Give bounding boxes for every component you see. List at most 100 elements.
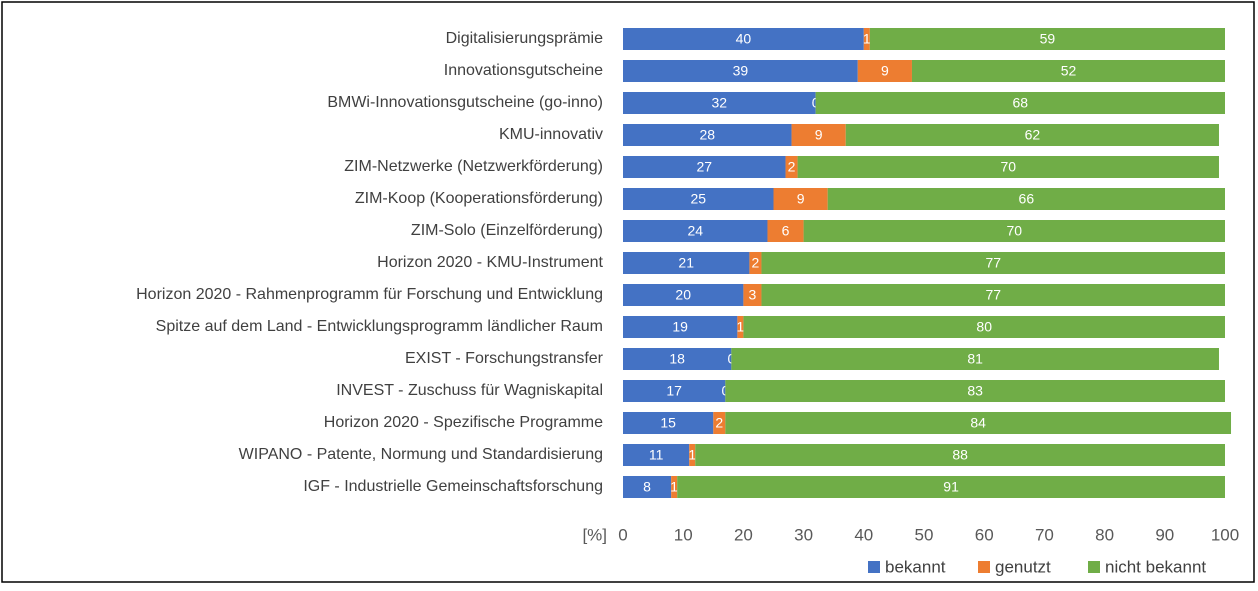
bar-segment bbox=[623, 92, 816, 114]
bar-segment bbox=[623, 412, 714, 434]
bar-segment bbox=[623, 60, 858, 82]
category-label: ZIM-Solo (Einzelförderung) bbox=[411, 222, 603, 239]
bar-segment bbox=[803, 220, 1225, 242]
data-label: 80 bbox=[976, 319, 992, 335]
data-label: 70 bbox=[1007, 223, 1023, 239]
bar-segment bbox=[623, 348, 732, 370]
bar-segment bbox=[695, 444, 1225, 466]
category-label: ZIM-Netzwerke (Netzwerkförderung) bbox=[344, 158, 603, 175]
bar-segment bbox=[767, 220, 804, 242]
data-label: 77 bbox=[985, 287, 1001, 303]
x-tick-label: 80 bbox=[1095, 525, 1114, 544]
bar-segment bbox=[743, 284, 762, 306]
bar-segment bbox=[725, 380, 1225, 402]
category-label: Horizon 2020 - Spezifische Programme bbox=[324, 414, 603, 431]
data-label: 88 bbox=[952, 447, 968, 463]
bar-segment bbox=[815, 92, 1225, 114]
bar-segment bbox=[623, 316, 738, 338]
legend-swatch bbox=[868, 561, 880, 573]
category-label: EXIST - Forschungstransfer bbox=[405, 350, 604, 367]
bar-segment bbox=[827, 188, 1225, 210]
bar-segment bbox=[623, 284, 744, 306]
bar-segment bbox=[791, 124, 846, 146]
data-label: 6 bbox=[782, 223, 790, 239]
data-label: 2 bbox=[788, 159, 796, 175]
data-label: 19 bbox=[672, 319, 688, 335]
data-label: 70 bbox=[1000, 159, 1016, 175]
category-label: ZIM-Koop (Kooperationsförderung) bbox=[355, 190, 603, 207]
legend-label: genutzt bbox=[995, 557, 1051, 576]
category-label: Horizon 2020 - KMU-Instrument bbox=[377, 254, 603, 271]
bar-segment bbox=[623, 220, 768, 242]
data-label: 15 bbox=[660, 415, 676, 431]
bar-segment bbox=[773, 188, 828, 210]
data-label: 1 bbox=[670, 479, 678, 495]
bar-segment bbox=[749, 252, 762, 274]
x-tick-label: 30 bbox=[794, 525, 813, 544]
data-label: 83 bbox=[967, 383, 983, 399]
bar-segment bbox=[671, 476, 678, 498]
data-label: 18 bbox=[669, 351, 685, 367]
data-label: 81 bbox=[967, 351, 983, 367]
data-label: 66 bbox=[1019, 191, 1035, 207]
bar-segment bbox=[857, 60, 912, 82]
data-label: 28 bbox=[699, 127, 715, 143]
data-label: 1 bbox=[736, 319, 744, 335]
bar-segment bbox=[677, 476, 1225, 498]
bar-segment bbox=[863, 28, 870, 50]
category-label: IGF - Industrielle Gemeinschaftsforschun… bbox=[303, 478, 603, 495]
legend-swatch bbox=[978, 561, 990, 573]
data-label: 91 bbox=[943, 479, 959, 495]
data-label: 59 bbox=[1040, 31, 1056, 47]
bar-segment bbox=[797, 156, 1219, 178]
bar-segment bbox=[737, 316, 744, 338]
bar-segment bbox=[623, 156, 786, 178]
bar-segment bbox=[845, 124, 1219, 146]
data-label: 9 bbox=[881, 63, 889, 79]
bar-segment bbox=[623, 188, 774, 210]
x-tick-label: 20 bbox=[734, 525, 753, 544]
bar-segment bbox=[623, 252, 750, 274]
data-label: 52 bbox=[1061, 63, 1077, 79]
bar-segment bbox=[761, 252, 1225, 274]
bar-segment bbox=[623, 444, 690, 466]
data-label: 2 bbox=[715, 415, 723, 431]
x-tick-label: 70 bbox=[1035, 525, 1054, 544]
bar-segment bbox=[623, 28, 864, 50]
data-label: 20 bbox=[675, 287, 691, 303]
category-label: BMWi-Innovationsgutscheine (go-inno) bbox=[327, 94, 603, 111]
bar-segment bbox=[761, 284, 1225, 306]
data-label: 1 bbox=[688, 447, 696, 463]
bar-segment bbox=[623, 380, 726, 402]
bar-segment bbox=[623, 476, 672, 498]
data-label: 25 bbox=[690, 191, 706, 207]
data-label: 8 bbox=[643, 479, 651, 495]
data-label: 24 bbox=[687, 223, 703, 239]
x-tick-label: 50 bbox=[915, 525, 934, 544]
bar-segment bbox=[731, 348, 1219, 370]
legend-swatch bbox=[1088, 561, 1100, 573]
data-label: 17 bbox=[666, 383, 682, 399]
category-label: Horizon 2020 - Rahmenprogramm für Forsch… bbox=[136, 286, 603, 303]
bar-segment bbox=[785, 156, 798, 178]
data-label: 39 bbox=[733, 63, 749, 79]
category-label: Innovationsgutscheine bbox=[444, 62, 603, 79]
bar-segment bbox=[911, 60, 1225, 82]
category-label: Digitalisierungsprämie bbox=[446, 30, 604, 47]
category-label: KMU-innovativ bbox=[499, 126, 603, 143]
category-label: INVEST - Zuschuss für Wagniskapital bbox=[336, 382, 603, 399]
x-tick-label: 0 bbox=[618, 525, 627, 544]
bar-segment bbox=[623, 124, 792, 146]
bar-segment bbox=[743, 316, 1225, 338]
x-tick-label: 100 bbox=[1211, 525, 1239, 544]
data-label: 9 bbox=[797, 191, 805, 207]
bar-segment bbox=[725, 412, 1232, 434]
x-tick-label: 40 bbox=[854, 525, 873, 544]
data-label: 27 bbox=[696, 159, 712, 175]
bar-segment bbox=[869, 28, 1225, 50]
category-label: WIPANO - Patente, Normung und Standardis… bbox=[239, 446, 603, 463]
legend-label: nicht bekannt bbox=[1105, 557, 1206, 576]
data-label: 1 bbox=[863, 31, 871, 47]
data-label: 68 bbox=[1013, 95, 1029, 111]
